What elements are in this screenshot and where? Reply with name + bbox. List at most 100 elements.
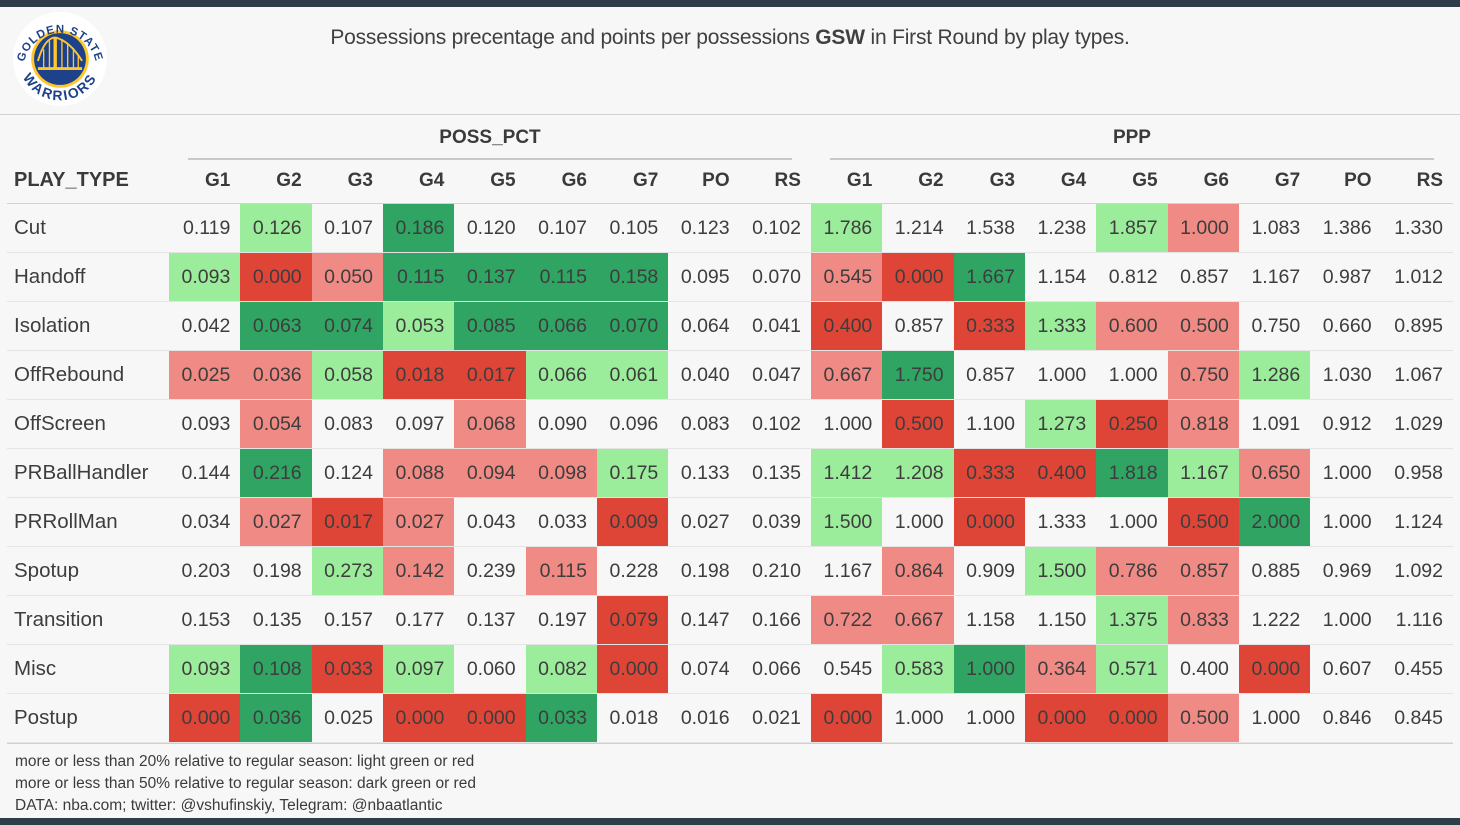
- stat-cell: 0.098: [525, 448, 597, 498]
- stat-cell: 0.094: [454, 448, 526, 498]
- stat-cell: 0.070: [596, 301, 669, 351]
- game-column-header: G5: [1096, 161, 1168, 204]
- stat-cell: 0.000: [596, 644, 669, 694]
- stat-cell: 0.064: [680, 314, 730, 337]
- stat-cell: 0.845: [1394, 706, 1443, 729]
- stat-cell: 1.000: [894, 706, 944, 729]
- play-type-label: OffRebound: [14, 363, 125, 386]
- game-column-header: G6: [525, 161, 597, 204]
- stat-cell: 1.167: [1251, 265, 1301, 288]
- stat-cell: 0.079: [596, 595, 669, 645]
- page-title: Possessions precentage and points per po…: [0, 7, 1460, 50]
- stat-cell: 0.123: [680, 216, 730, 239]
- stat-cell: 0.095: [680, 265, 730, 288]
- play-type-label: Transition: [14, 608, 104, 631]
- stat-cell: 1.000: [966, 706, 1015, 729]
- data-source-line: DATA: nba.com; twitter: @vshufinskiy, Te…: [15, 797, 443, 814]
- play-type-label: OffScreen: [14, 412, 106, 435]
- table-row: Handoff 0.093 0.000 0.050 0.115 0.137 0.115 0.1…: [7, 252, 1453, 302]
- stat-cell: 0.228: [609, 559, 659, 582]
- stat-cell: 0.107: [538, 216, 587, 239]
- stat-cell: 0.090: [538, 412, 587, 435]
- play-type-label: Isolation: [14, 314, 91, 337]
- stat-cell: 1.286: [1238, 350, 1311, 400]
- stat-cell: 0.885: [1251, 559, 1301, 582]
- stat-cell: 0.722: [810, 595, 883, 645]
- stat-cell: 0.158: [596, 252, 669, 302]
- stat-cell: 1.000: [1108, 363, 1158, 386]
- stat-cell: 0.239: [466, 559, 516, 582]
- stat-cell: 0.958: [1394, 461, 1443, 484]
- stat-cell: 0.175: [596, 448, 669, 498]
- stat-cell: 1.100: [966, 412, 1015, 435]
- game-column-header: G3: [953, 161, 1025, 204]
- stat-cell: 0.203: [181, 559, 231, 582]
- stat-cell: 0.009: [596, 497, 669, 547]
- stat-cell: 0.400: [1024, 448, 1097, 498]
- play-type-column-header: PLAY_TYPE: [7, 161, 169, 204]
- group-header-poss-pct: POSS_PCT: [169, 115, 811, 161]
- game-column-header: G2: [240, 161, 312, 204]
- stat-cell: 1.208: [882, 448, 954, 498]
- stat-cell: 0.600: [1096, 301, 1168, 351]
- stat-cell: 0.545: [810, 252, 883, 302]
- table-row: Misc 0.093 0.108 0.033 0.097 0.060 0.082 0.000 0…: [7, 644, 1453, 694]
- stat-cell: 0.054: [240, 399, 312, 449]
- stat-cell: 0.133: [680, 461, 730, 484]
- stat-cell: 0.074: [680, 657, 730, 680]
- stat-cell: 0.135: [752, 461, 801, 484]
- stat-cell: 0.097: [395, 412, 445, 435]
- stat-cell: 0.025: [169, 350, 241, 400]
- stat-cell: 0.650: [1238, 448, 1311, 498]
- footer: more or less than 20% relative to regula…: [7, 743, 1453, 817]
- stat-cell: 0.042: [181, 314, 231, 337]
- stat-cell: 0.066: [525, 350, 597, 400]
- stat-cell: 0.607: [1322, 657, 1372, 680]
- stat-cell: 1.667: [953, 252, 1025, 302]
- stat-cell: 0.053: [382, 301, 455, 351]
- group-label-poss-pct: POSS_PCT: [439, 127, 541, 148]
- stat-cell: 1.000: [823, 412, 873, 435]
- stat-cell: 0.166: [752, 608, 801, 631]
- stat-cell: 0.545: [823, 657, 873, 680]
- stat-cell: 0.667: [882, 595, 954, 645]
- stat-cell: 0.027: [240, 497, 312, 547]
- stat-cell: 1.273: [1024, 399, 1097, 449]
- stat-cell: 0.068: [454, 399, 526, 449]
- stat-cell: 0.043: [466, 510, 516, 533]
- table-row: Cut 0.119 0.126 0.107 0.186 0.120 0.107 0.105 0.…: [7, 203, 1453, 253]
- stat-cell: 0.063: [240, 301, 312, 351]
- stat-cell: 0.786: [1096, 546, 1168, 596]
- game-column-header: G1: [169, 161, 241, 204]
- table-row: Spotup 0.203 0.198 0.273 0.142 0.239 0.115 0.22…: [7, 546, 1453, 596]
- stat-cell: 0.105: [609, 216, 659, 239]
- play-type-label: Cut: [14, 216, 46, 239]
- stat-cell: 0.500: [882, 399, 954, 449]
- stat-cell: 2.000: [1238, 497, 1311, 547]
- stat-cell: 1.000: [1037, 363, 1087, 386]
- stat-cell: 0.135: [252, 608, 302, 631]
- stat-cell: 0.571: [1096, 644, 1168, 694]
- stat-cell: 1.167: [1167, 448, 1239, 498]
- game-column-header: G5: [454, 161, 526, 204]
- table-row: OffScreen 0.093 0.054 0.083 0.097 0.068 0.090 0…: [7, 399, 1453, 449]
- stat-cell: 1.124: [1394, 510, 1443, 533]
- game-column-header: G2: [882, 161, 954, 204]
- stat-cell: 1.412: [810, 448, 883, 498]
- stat-cell: 0.153: [181, 608, 231, 631]
- stat-cell: 1.000: [1322, 510, 1372, 533]
- stat-cell: 1.000: [1322, 608, 1372, 631]
- stat-cell: 0.250: [1096, 399, 1168, 449]
- stat-cell: 0.909: [966, 559, 1015, 582]
- stat-cell: 0.096: [609, 412, 659, 435]
- stat-cell: 0.085: [454, 301, 526, 351]
- stat-cell: 0.400: [1180, 657, 1229, 680]
- stat-cell: 1.214: [894, 216, 944, 239]
- stat-cell: 0.115: [525, 546, 597, 596]
- stat-cell: 1.167: [823, 559, 873, 582]
- group-header-row: POSS_PCT PPP: [7, 115, 1453, 161]
- stat-cell: 0.198: [680, 559, 730, 582]
- stat-cell: 1.333: [1037, 510, 1087, 533]
- stat-cell: 0.157: [324, 608, 373, 631]
- stat-cell: 0.177: [395, 608, 445, 631]
